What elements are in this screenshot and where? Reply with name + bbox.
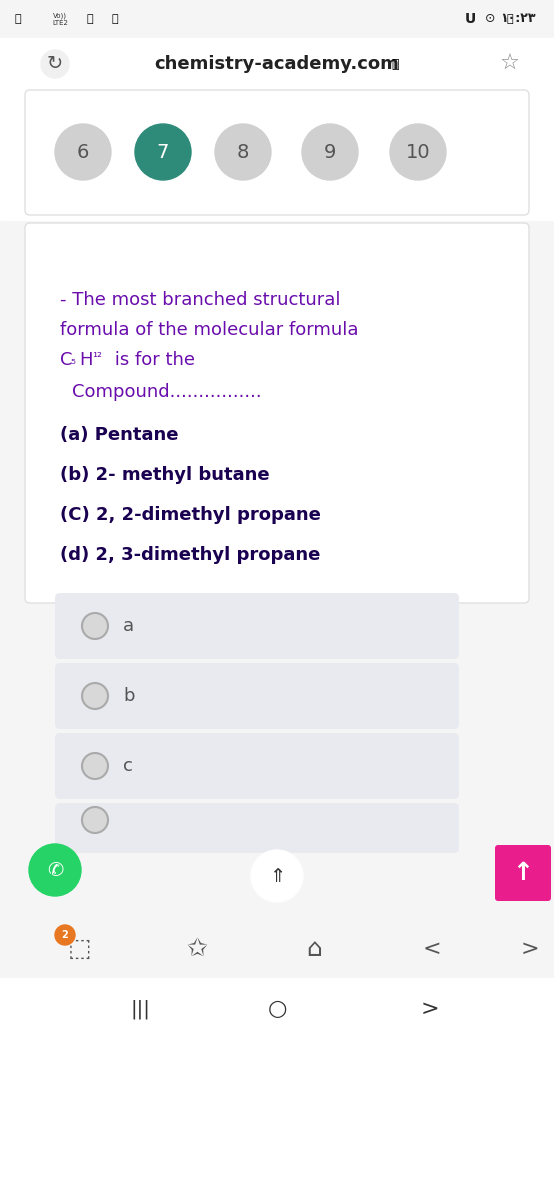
FancyBboxPatch shape — [25, 90, 529, 215]
Text: ○: ○ — [268, 998, 286, 1019]
Text: ✆: ✆ — [47, 860, 63, 880]
Text: c: c — [123, 757, 133, 775]
Text: ↻: ↻ — [47, 54, 63, 73]
Circle shape — [82, 683, 108, 709]
Circle shape — [251, 850, 303, 902]
Text: 9: 9 — [324, 143, 336, 162]
Bar — [0, 90, 554, 220]
Text: formula of the molecular formula: formula of the molecular formula — [60, 320, 358, 338]
Circle shape — [55, 124, 111, 180]
Text: chemistry-academy.com: chemistry-academy.com — [155, 55, 399, 73]
Text: ⌂: ⌂ — [306, 937, 322, 961]
Text: (C) 2, 2-dimethyl propane: (C) 2, 2-dimethyl propane — [60, 506, 321, 524]
Text: 8: 8 — [237, 143, 249, 162]
Circle shape — [215, 124, 271, 180]
Text: 🖼: 🖼 — [507, 14, 514, 24]
Bar — [0, 1040, 554, 1200]
Circle shape — [82, 754, 108, 779]
Text: U: U — [464, 12, 476, 26]
Bar — [0, 978, 554, 1040]
Text: >: > — [521, 938, 539, 959]
Text: Compound................: Compound................ — [72, 383, 261, 401]
Text: ↑: ↑ — [512, 862, 534, 886]
Circle shape — [302, 124, 358, 180]
Circle shape — [41, 50, 69, 78]
Text: ١٠:٢٣: ١٠:٢٣ — [500, 12, 536, 25]
Text: a: a — [123, 617, 134, 635]
Circle shape — [390, 124, 446, 180]
Text: 2: 2 — [61, 930, 68, 940]
Text: 7: 7 — [157, 143, 169, 162]
Text: ✩: ✩ — [187, 937, 208, 961]
Text: ⇑: ⇑ — [269, 866, 285, 886]
Text: (a) Pentane: (a) Pentane — [60, 426, 178, 444]
Text: 📶: 📶 — [86, 14, 93, 24]
Circle shape — [82, 806, 108, 833]
Text: H: H — [79, 350, 93, 370]
FancyBboxPatch shape — [25, 223, 529, 602]
Text: 6: 6 — [77, 143, 89, 162]
Text: b: b — [123, 686, 135, 704]
Bar — [0, 38, 554, 90]
Text: >: > — [420, 998, 439, 1019]
Text: <: < — [423, 938, 442, 959]
Text: ⊙: ⊙ — [485, 12, 495, 25]
Circle shape — [135, 124, 191, 180]
Bar — [0, 920, 554, 978]
FancyBboxPatch shape — [55, 803, 459, 853]
Text: 10: 10 — [406, 143, 430, 162]
Text: 📡: 📡 — [112, 14, 119, 24]
FancyBboxPatch shape — [55, 733, 459, 799]
Circle shape — [82, 613, 108, 638]
Text: (d) 2, 3-dimethyl propane: (d) 2, 3-dimethyl propane — [60, 546, 320, 564]
Bar — [0, 0, 554, 38]
Circle shape — [29, 844, 81, 896]
FancyBboxPatch shape — [495, 845, 551, 901]
Text: (b) 2- methyl butane: (b) 2- methyl butane — [60, 466, 270, 484]
Text: Vo))
LTE2: Vo)) LTE2 — [52, 12, 68, 25]
Text: |||: ||| — [130, 1000, 150, 1019]
Text: ☆: ☆ — [500, 54, 520, 74]
Text: ₅: ₅ — [70, 354, 75, 366]
FancyBboxPatch shape — [55, 662, 459, 728]
Text: is for the: is for the — [109, 350, 195, 370]
FancyBboxPatch shape — [55, 593, 459, 659]
Text: ⬚: ⬚ — [68, 937, 92, 961]
Text: 🔋: 🔋 — [15, 14, 21, 24]
Text: - The most branched structural: - The most branched structural — [60, 290, 341, 308]
Text: ₁₂: ₁₂ — [92, 347, 102, 360]
Text: C: C — [60, 350, 73, 370]
Text: 🔒: 🔒 — [391, 58, 399, 71]
Circle shape — [55, 925, 75, 946]
